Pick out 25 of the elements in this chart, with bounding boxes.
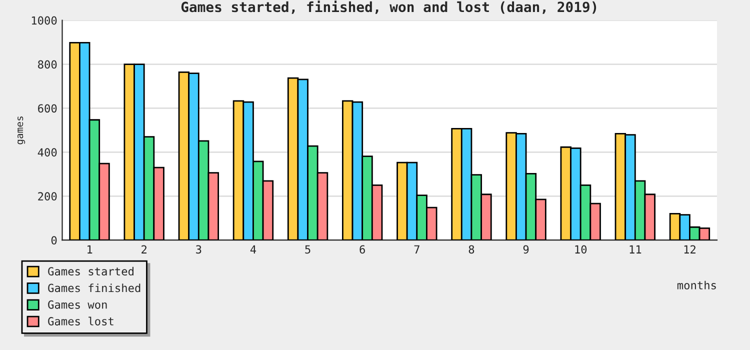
x-tick-label: 5 — [305, 245, 310, 254]
x-tick-label: 1 — [88, 245, 92, 254]
y-tick-label: 600 — [38, 104, 57, 113]
y-tick-label: 1000 — [32, 16, 57, 25]
x-tick-label: 12 — [684, 245, 696, 254]
x-tick-label: 4 — [250, 245, 256, 254]
legend-label: Games lost — [48, 316, 114, 326]
y-axis-title: games — [18, 116, 26, 144]
y-tick-label: 400 — [38, 148, 57, 157]
x-tick-label: 3 — [196, 245, 202, 254]
x-tick-label: 2 — [142, 245, 146, 254]
x-tick-label: 10 — [575, 245, 587, 254]
x-tick-label: 7 — [414, 245, 420, 254]
x-tick-label: 6 — [360, 245, 365, 254]
legend-label: Games finished — [48, 284, 140, 292]
x-tick-label: 11 — [630, 245, 642, 254]
y-tick-label: 200 — [38, 192, 57, 201]
chart-title: Games started, finished, won and lost (daan, 2019) — [181, 0, 596, 14]
x-tick-label: 8 — [468, 245, 474, 254]
x-axis-title: months — [677, 280, 716, 290]
legend-label: Games won — [48, 300, 107, 309]
y-tick-label: 0 — [51, 236, 57, 245]
legend-label: Games started — [48, 266, 134, 276]
y-tick-label: 800 — [38, 60, 57, 69]
x-tick-label: 9 — [523, 245, 529, 254]
